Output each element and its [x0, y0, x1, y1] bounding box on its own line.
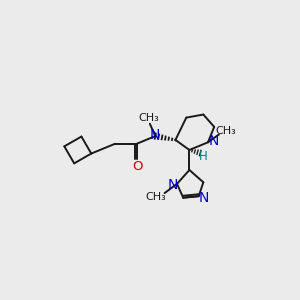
Text: N: N	[150, 128, 160, 142]
Text: CH₃: CH₃	[146, 192, 166, 202]
Text: N: N	[208, 134, 219, 148]
Text: O: O	[132, 160, 143, 172]
Text: CH₃: CH₃	[139, 113, 160, 123]
Text: CH₃: CH₃	[215, 127, 236, 136]
Text: H: H	[199, 150, 208, 163]
Text: N: N	[199, 191, 209, 205]
Text: N: N	[168, 178, 178, 192]
